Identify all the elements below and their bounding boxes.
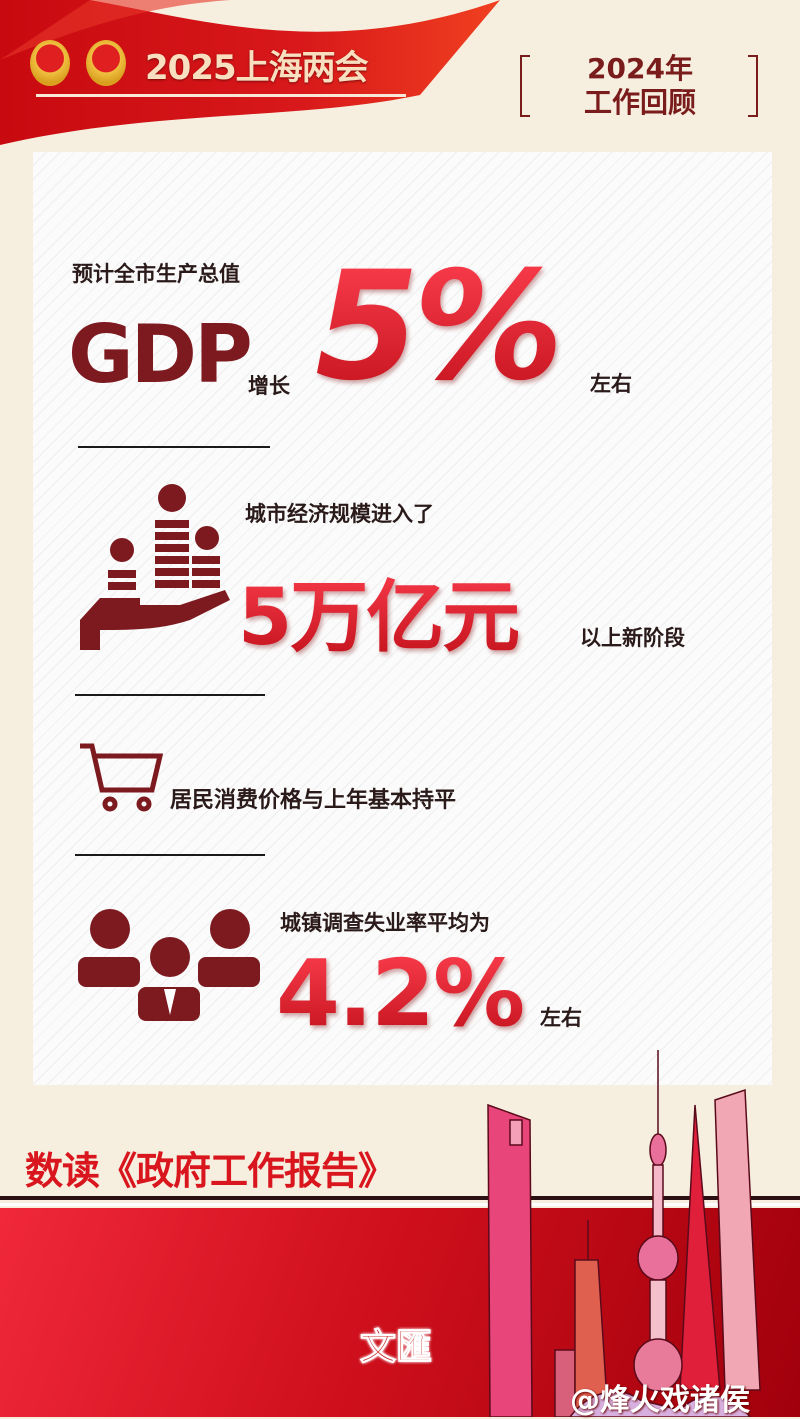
gdp-growth-value: 5%	[315, 240, 564, 414]
gdp-label: 预计全市生产总值	[72, 262, 240, 286]
red-ribbon-banner	[0, 0, 500, 145]
gdp-suffix: 左右	[590, 372, 632, 396]
shopping-cart-icon	[80, 743, 163, 812]
report-headline: 数读《政府工作报告》	[25, 1148, 396, 1193]
wenhui-logo: 文匯	[359, 1326, 433, 1369]
review-title: 工作回顾	[583, 86, 696, 119]
divider	[0, 1196, 800, 1200]
national-emblem-icon	[30, 40, 70, 86]
gdp-text: GDP	[68, 308, 253, 401]
unemployment-value: 4.2%	[276, 940, 525, 1047]
left-bracket	[520, 55, 530, 117]
cppcc-emblem-icon	[86, 40, 126, 86]
unemployment-label: 城镇调查失业率平均为	[280, 911, 490, 935]
unemployment-suffix: 左右	[540, 1006, 582, 1030]
banner-title: 2025上海两会	[145, 48, 369, 88]
cpi-label: 居民消费价格与上年基本持平	[170, 788, 457, 813]
watermark: @烽火戏诸侯	[570, 1383, 750, 1418]
people-icon	[78, 909, 260, 1021]
economy-value: 5万亿元	[238, 555, 520, 667]
coins-hand-icon	[80, 484, 230, 650]
divider	[75, 854, 265, 856]
review-heading: 2024年 工作回顾	[540, 52, 740, 120]
divider	[75, 694, 265, 696]
content-panel	[33, 152, 772, 1085]
shanghai-skyline-illustration	[487, 1050, 761, 1417]
divider	[0, 1203, 800, 1206]
growth-word: 增长	[248, 374, 290, 398]
economy-suffix: 以上新阶段	[580, 626, 685, 650]
economy-label: 城市经济规模进入了	[245, 502, 434, 526]
review-year: 2024年	[587, 52, 693, 85]
right-bracket	[748, 55, 758, 117]
divider	[78, 446, 270, 448]
